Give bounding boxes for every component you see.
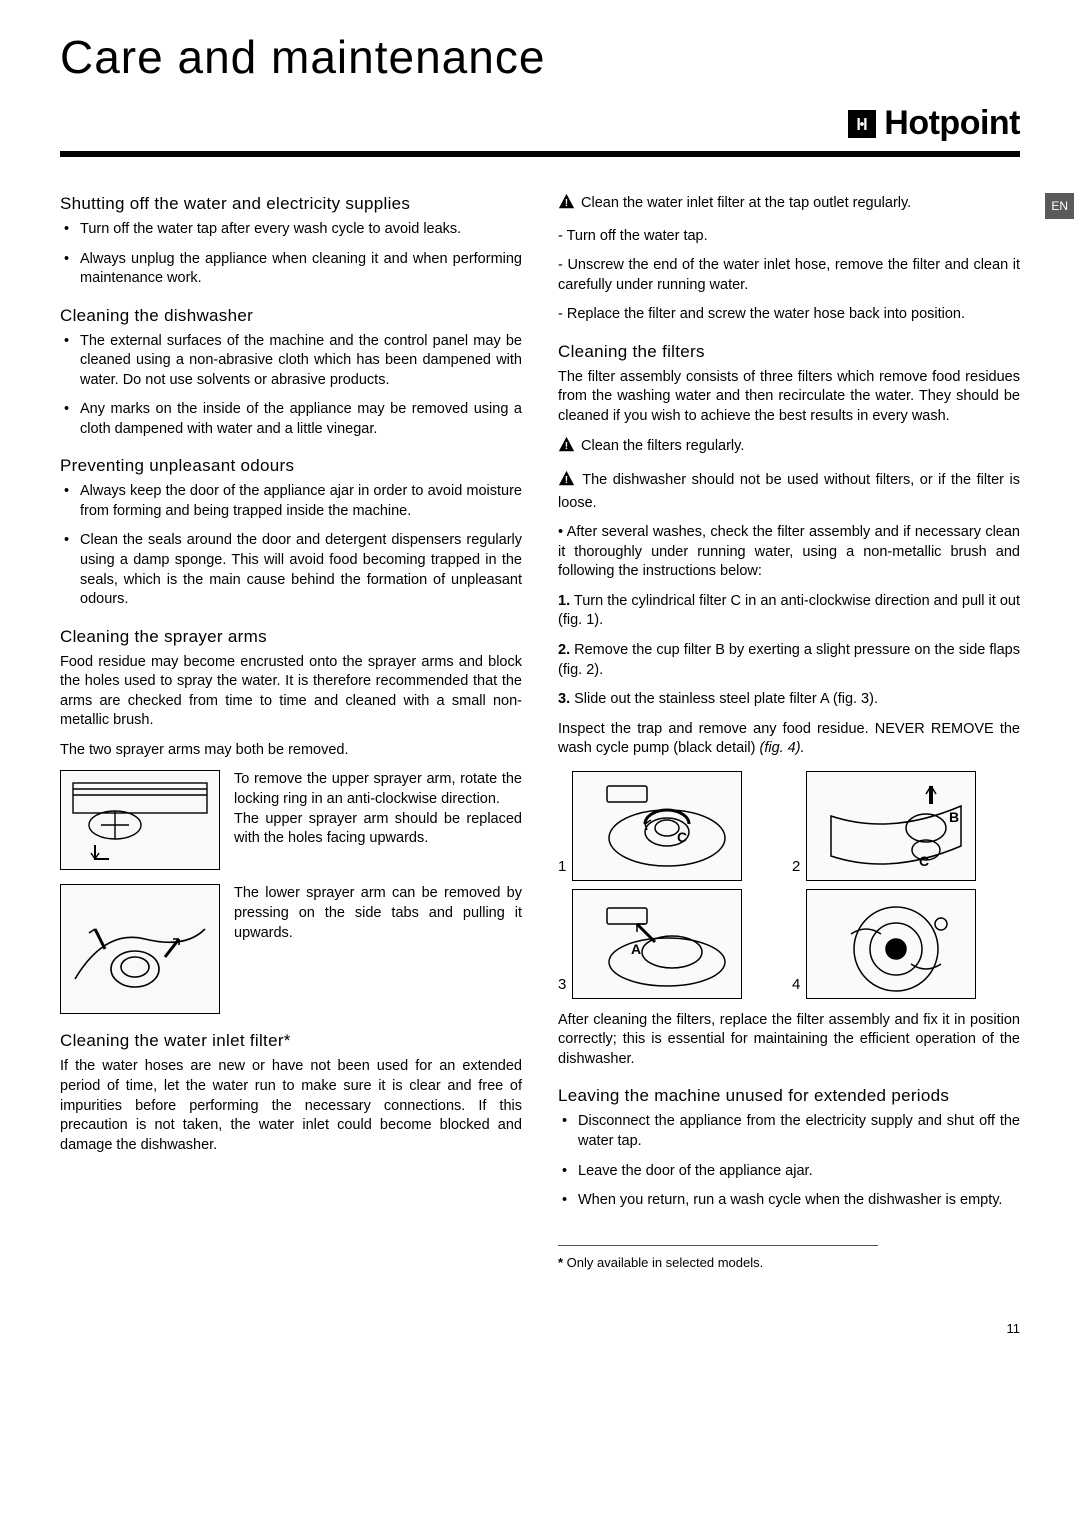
warning-icon: ! [558, 193, 575, 217]
figure-lower-arm [60, 884, 220, 1014]
svg-text:A: A [631, 941, 641, 957]
bullet-item: The external surfaces of the machine and… [80, 332, 522, 391]
numbered-step: 2. Remove the cup filter B by exerting a… [558, 641, 1020, 680]
heading-cleaning-filters: Cleaning the filters [558, 341, 1020, 364]
page-title: Care and maintenance [60, 30, 1020, 84]
bullet-item: Any marks on the inside of the appliance… [80, 400, 522, 439]
heading-water-inlet: Cleaning the water inlet filter* [60, 1030, 522, 1053]
left-column: Shutting off the water and electricity s… [60, 193, 522, 1271]
warning-line: ! The dishwasher should not be used with… [558, 470, 1020, 513]
bullet-item: Disconnect the appliance from the electr… [578, 1112, 1020, 1151]
svg-text:!: ! [565, 475, 568, 486]
filter-figures: 1 C 2 BC 3 A 4 [558, 771, 1020, 999]
figure-number: 1 [558, 857, 566, 881]
svg-text:B: B [949, 809, 959, 825]
bullet-item: Clean the seals around the door and dete… [80, 531, 522, 609]
brand-icon [848, 110, 876, 138]
paragraph: • After several washes, check the filter… [558, 523, 1020, 582]
paragraph: - Turn off the water tap. [558, 227, 1020, 247]
footnote: * Only available in selected models. [558, 1254, 1020, 1272]
bullet-item: Always unplug the appliance when cleanin… [80, 250, 522, 289]
bullet-item: Turn off the water tap after every wash … [80, 220, 522, 240]
heading-cleaning-dishwasher: Cleaning the dishwasher [60, 305, 522, 328]
heading-unused: Leaving the machine unused for extended … [558, 1085, 1020, 1108]
paragraph: If the water hoses are new or have not b… [60, 1057, 522, 1155]
brand-text: Hotpoint [884, 104, 1020, 143]
warning-icon: ! [558, 470, 575, 494]
footnote-rule [558, 1245, 878, 1246]
paragraph: - Replace the filter and screw the water… [558, 305, 1020, 325]
numbered-step: 1. Turn the cylindrical filter C in an a… [558, 592, 1020, 631]
numbered-step: 3. Slide out the stainless steel plate f… [558, 690, 1020, 710]
heading-sprayer-arms: Cleaning the sprayer arms [60, 626, 522, 649]
heading-odours: Preventing unpleasant odours [60, 455, 522, 478]
svg-text:C: C [677, 829, 687, 845]
figure-4 [806, 889, 976, 999]
warning-icon: ! [558, 436, 575, 460]
bullet-item: Leave the door of the appliance ajar. [578, 1162, 1020, 1182]
paragraph: Food residue may become encrusted onto t… [60, 653, 522, 731]
brand-row: Hotpoint [60, 104, 1020, 143]
language-tag: EN [1045, 193, 1074, 219]
figure-number: 3 [558, 975, 566, 999]
paragraph: The two sprayer arms may both be removed… [60, 741, 522, 761]
paragraph: After cleaning the filters, replace the … [558, 1011, 1020, 1070]
figure-1: C [572, 771, 742, 881]
sprayer-upper-text: To remove the upper sprayer arm, rotate … [234, 770, 522, 848]
svg-text:!: ! [565, 441, 568, 452]
page-number: 11 [60, 1321, 1020, 1336]
divider [60, 151, 1020, 157]
heading-shutting-off: Shutting off the water and electricity s… [60, 193, 522, 216]
sprayer-lower-text: The lower sprayer arm can be removed by … [234, 884, 522, 943]
bullet-item: Always keep the door of the appliance aj… [80, 482, 522, 521]
bullet-item: When you return, run a wash cycle when t… [578, 1191, 1020, 1211]
figure-number: 4 [792, 975, 800, 999]
figure-number: 2 [792, 857, 800, 881]
paragraph: The filter assembly consists of three fi… [558, 368, 1020, 427]
svg-text:!: ! [565, 198, 568, 209]
figure-upper-arm [60, 770, 220, 870]
svg-text:C: C [919, 853, 929, 869]
warning-line: ! Clean the water inlet filter at the ta… [558, 193, 1020, 217]
right-column: ! Clean the water inlet filter at the ta… [558, 193, 1020, 1271]
numbered-step: Inspect the trap and remove any food res… [558, 720, 1020, 759]
warning-line: ! Clean the filters regularly. [558, 436, 1020, 460]
figure-3: A [572, 889, 742, 999]
figure-2: BC [806, 771, 976, 881]
paragraph: - Unscrew the end of the water inlet hos… [558, 256, 1020, 295]
